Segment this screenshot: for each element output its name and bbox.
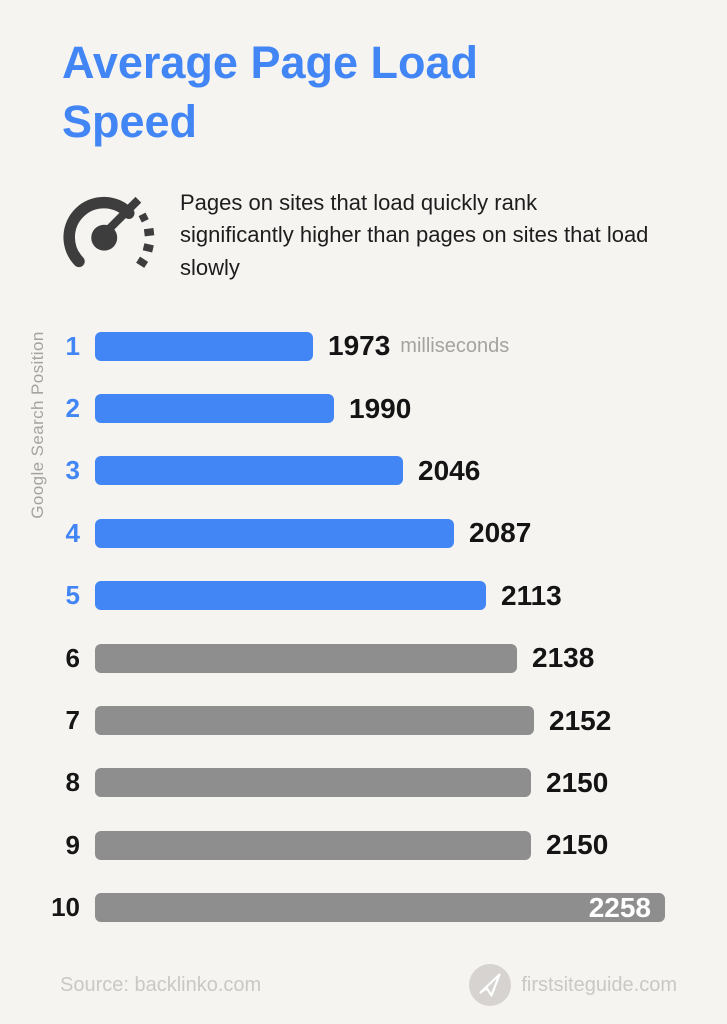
chart-row: 5 2113 (0, 565, 727, 627)
subtitle-block: Pages on sites that load quickly rank si… (60, 183, 670, 284)
bar-chart: 1 1973 milliseconds 2 1990 3 2046 4 2087 5 2113 6 21… (0, 315, 727, 939)
bar-value: 2113 (501, 579, 562, 611)
bar-blue (95, 394, 334, 424)
brand-name: firstsiteguide.com (521, 973, 677, 996)
position-label: 1 (65, 330, 80, 361)
bar-blue (95, 581, 486, 611)
bar-value: 1973 (328, 330, 391, 362)
footer: Source: backlinko.com firstsiteguide.com (60, 960, 677, 1010)
chart-row: 6 2138 (0, 627, 727, 689)
chart-row: 3 2046 (0, 440, 727, 502)
bar-value: 2258 (588, 891, 651, 923)
paper-plane-icon (469, 964, 512, 1006)
unit-label: milliseconds (400, 334, 510, 357)
position-label: 2 (65, 393, 80, 424)
bar-blue (95, 456, 403, 486)
position-label: 10 (51, 892, 80, 923)
chart-row: 8 2150 (0, 752, 727, 814)
bar-value: 2150 (546, 766, 609, 798)
page-title: Average Page Load Speed (62, 37, 478, 147)
chart-row: 7 2152 (0, 689, 727, 751)
bar-gray (95, 768, 531, 798)
subtitle-text: Pages on sites that load quickly rank si… (180, 190, 649, 280)
source-credit: Source: backlinko.com (60, 973, 262, 996)
brand-credit: firstsiteguide.com (469, 964, 677, 1006)
chart-row: 10 2258 (0, 877, 727, 939)
bar-gray (95, 706, 534, 736)
bar-value: 2046 (418, 454, 481, 486)
bar-value: 2087 (469, 517, 532, 549)
bar-blue (95, 331, 313, 361)
bar-gray (95, 643, 517, 673)
position-label: 4 (65, 517, 80, 548)
bar-blue (95, 518, 454, 548)
position-label: 3 (65, 455, 80, 486)
bar-value: 2152 (549, 704, 612, 736)
bar-gray: 2258 (95, 891, 665, 923)
position-label: 8 (65, 767, 80, 798)
position-label: 5 (65, 580, 80, 611)
position-label: 9 (65, 829, 80, 860)
bar-value: 1990 (349, 392, 412, 424)
chart-row: 9 2150 (0, 814, 727, 876)
bar-value: 2138 (532, 642, 595, 674)
chart-row: 1 1973 milliseconds (0, 315, 727, 377)
bar-gray (95, 830, 531, 860)
bar-value: 2150 (546, 829, 609, 861)
chart-row: 4 2087 (0, 502, 727, 564)
position-label: 7 (65, 705, 80, 736)
chart-row: 2 1990 (0, 377, 727, 439)
position-label: 6 (65, 642, 80, 673)
speedometer-icon (60, 183, 160, 277)
